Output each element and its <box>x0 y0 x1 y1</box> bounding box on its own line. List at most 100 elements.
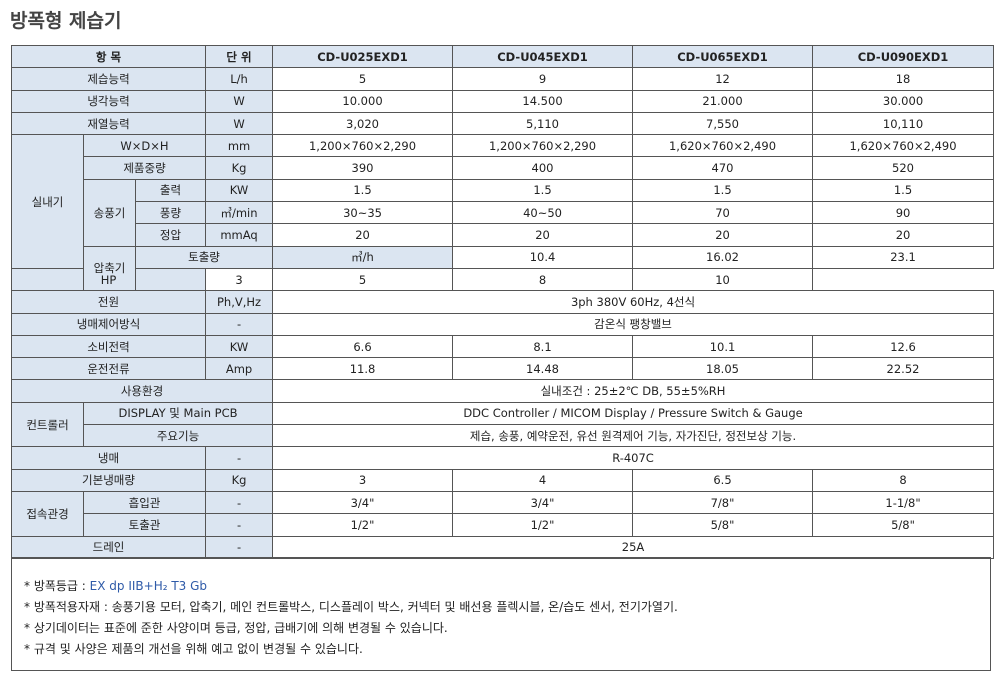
table-cell: 토출관 <box>82 513 207 537</box>
table-cell: mmAq <box>205 223 274 247</box>
header-cell: CD-U025EXD1 <box>272 44 454 69</box>
table-cell: 25A <box>272 535 995 559</box>
table-cell: 1-1/8" <box>812 490 995 515</box>
table-cell: 400 <box>452 156 634 180</box>
table-cell: 5 <box>272 267 454 292</box>
table-cell: 1/2" <box>272 513 454 537</box>
table-cell: 6.6 <box>272 334 454 359</box>
note-text: * 방폭적용자재 : 송풍기용 모터, 압축기, 메인 컨트롤박스, 디스플레이… <box>24 600 678 614</box>
table-cell: 20 <box>632 223 814 247</box>
table-cell: - <box>205 446 274 470</box>
table-cell: 6.5 <box>632 468 814 492</box>
table-cell: 5/8" <box>632 513 814 537</box>
note-text: * 방폭등급 : <box>24 579 90 593</box>
table-cell: mm <box>205 134 274 158</box>
table-cell: KW <box>205 334 274 359</box>
note-text: * 규격 및 사양은 제품의 개선을 위해 예고 없이 변경될 수 있습니다. <box>24 642 363 656</box>
table-cell: 컨트롤러 <box>11 401 84 448</box>
table-cell: 21.000 <box>632 89 814 113</box>
table-row: 풍량 ㎥/min 30~35 40~50 70 90 <box>12 201 995 225</box>
table-cell: 3 <box>272 468 454 492</box>
table-cell: 전원 <box>10 290 207 314</box>
table-cell: - <box>205 490 274 515</box>
table-cell: 접속관경 <box>11 490 84 537</box>
table-cell: Kg <box>205 156 274 180</box>
table-cell: 11.8 <box>272 357 454 381</box>
table-cell: DDC Controller / MICOM Display / Pressur… <box>272 401 995 426</box>
table-cell: W <box>205 111 274 136</box>
table-row: 주요기능 제습, 송풍, 예약운전, 유선 원격제어 기능, 자가진단, 정전보상… <box>12 424 995 448</box>
table-cell: 7/8" <box>632 490 814 515</box>
table-cell: 14.500 <box>452 89 634 113</box>
table-cell: 10,110 <box>812 111 995 136</box>
table-cell: 흡입관 <box>82 490 207 515</box>
table-row: 컨트롤러 DISPLAY 및 Main PCB DDC Controller / M… <box>11 401 995 448</box>
table-row: 제습능력 L/h 5 9 12 18 <box>10 67 995 91</box>
table-cell: 제습능력 <box>10 67 207 91</box>
table-cell: 감온식 팽창밸브 <box>272 312 995 336</box>
table-cell: 20 <box>272 223 454 247</box>
table-row: 기본냉매량 Kg 3 4 6.5 8 <box>10 468 995 492</box>
table-row: 냉각능력 W 10.000 14.500 21.000 30.000 <box>10 89 995 113</box>
table-cell: W <box>205 89 274 113</box>
table-cell: 정압 <box>134 223 207 247</box>
table-cell: 10.1 <box>632 334 814 359</box>
table-cell: 재열능력 <box>10 111 207 136</box>
table-cell: 30~35 <box>272 201 454 225</box>
table-cell: 소비전력 <box>10 334 207 359</box>
table-cell: 출력 <box>134 178 207 203</box>
table-cell: - <box>205 312 274 336</box>
table-row: 냉매제어방식 - 감온식 팽창밸브 <box>10 312 995 336</box>
table-cell: 390 <box>272 156 454 180</box>
table-cell: 10 <box>632 267 814 292</box>
table-cell: 5 <box>272 67 454 91</box>
table-cell: - <box>205 513 274 537</box>
table-cell: Amp <box>205 357 274 381</box>
table-cell: 10.000 <box>272 89 454 113</box>
table-cell: 8.1 <box>452 334 634 359</box>
table-row: 재열능력 W 3,020 5,110 7,550 10,110 <box>10 111 995 136</box>
table-cell: 실내기 <box>11 134 84 269</box>
table-cell: 송풍기 <box>83 178 136 247</box>
table-cell: 520 <box>812 156 995 180</box>
table-row: 운전전류 Amp 11.8 14.48 18.05 22.52 <box>10 357 995 381</box>
table-cell: 운전전류 <box>10 357 207 381</box>
table-row: 전원 Ph,V,Hz 3ph 380V 60Hz, 4선식 <box>10 290 995 314</box>
table-cell: Kg <box>205 468 274 492</box>
table-cell: 1,620×760×2,490 <box>812 134 995 158</box>
table-cell: 주요기능 <box>82 424 274 448</box>
note-line: * 방폭적용자재 : 송풍기용 모터, 압축기, 메인 컨트롤박스, 디스플레이… <box>24 597 990 618</box>
table-cell: 1,200×760×2,290 <box>452 134 634 158</box>
header-cell: 단 위 <box>205 44 274 69</box>
table-cell: 9 <box>452 67 634 91</box>
table-row: 사용환경 실내조건 : 25±2℃ DB, 55±5%RH <box>10 379 995 403</box>
table-row: 토출관 -1/2" 1/2" 5/8" 5/8" <box>12 513 995 537</box>
table-cell: ㎥/h <box>272 245 454 269</box>
notes-box: * 방폭등급 : EX dp IIB+H₂ T3 Gb * 방폭적용자재 : 송풍… <box>11 557 991 671</box>
table-row: 실내기 W×D×H mm 1,200×760×2,290 1,200×760×2,290… <box>11 134 995 269</box>
table-cell: 사용환경 <box>10 379 274 403</box>
table-cell: R-407C <box>272 446 995 470</box>
table-cell: 1/2" <box>452 513 634 537</box>
table-cell: 12 <box>632 67 814 91</box>
table-cell: 1,620×760×2,490 <box>632 134 814 158</box>
table-cell: 기본냉매량 <box>10 468 207 492</box>
table-cell: 20 <box>812 223 995 247</box>
table-cell: 1.5 <box>272 178 454 203</box>
table-row: HP 3 5 8 10 <box>10 267 994 292</box>
table-cell: 70 <box>632 201 814 225</box>
table-cell: 냉매 <box>10 446 207 470</box>
table-cell: 7,550 <box>632 111 814 136</box>
table-cell: L/h <box>205 67 274 91</box>
table-cell: 3 <box>205 267 274 292</box>
note-line: * 규격 및 사양은 제품의 개선을 위해 예고 없이 변경될 수 있습니다. <box>24 639 990 660</box>
table-cell: 90 <box>812 201 995 225</box>
table-row: 드레인 -25A <box>10 535 995 559</box>
header-cell: CD-U045EXD1 <box>452 44 634 69</box>
table-cell: HP <box>10 267 207 292</box>
header-cell: CD-U090EXD1 <box>812 44 995 69</box>
table-cell: 실내조건 : 25±2℃ DB, 55±5%RH <box>272 379 995 403</box>
table-cell: 1,200×760×2,290 <box>272 134 454 158</box>
